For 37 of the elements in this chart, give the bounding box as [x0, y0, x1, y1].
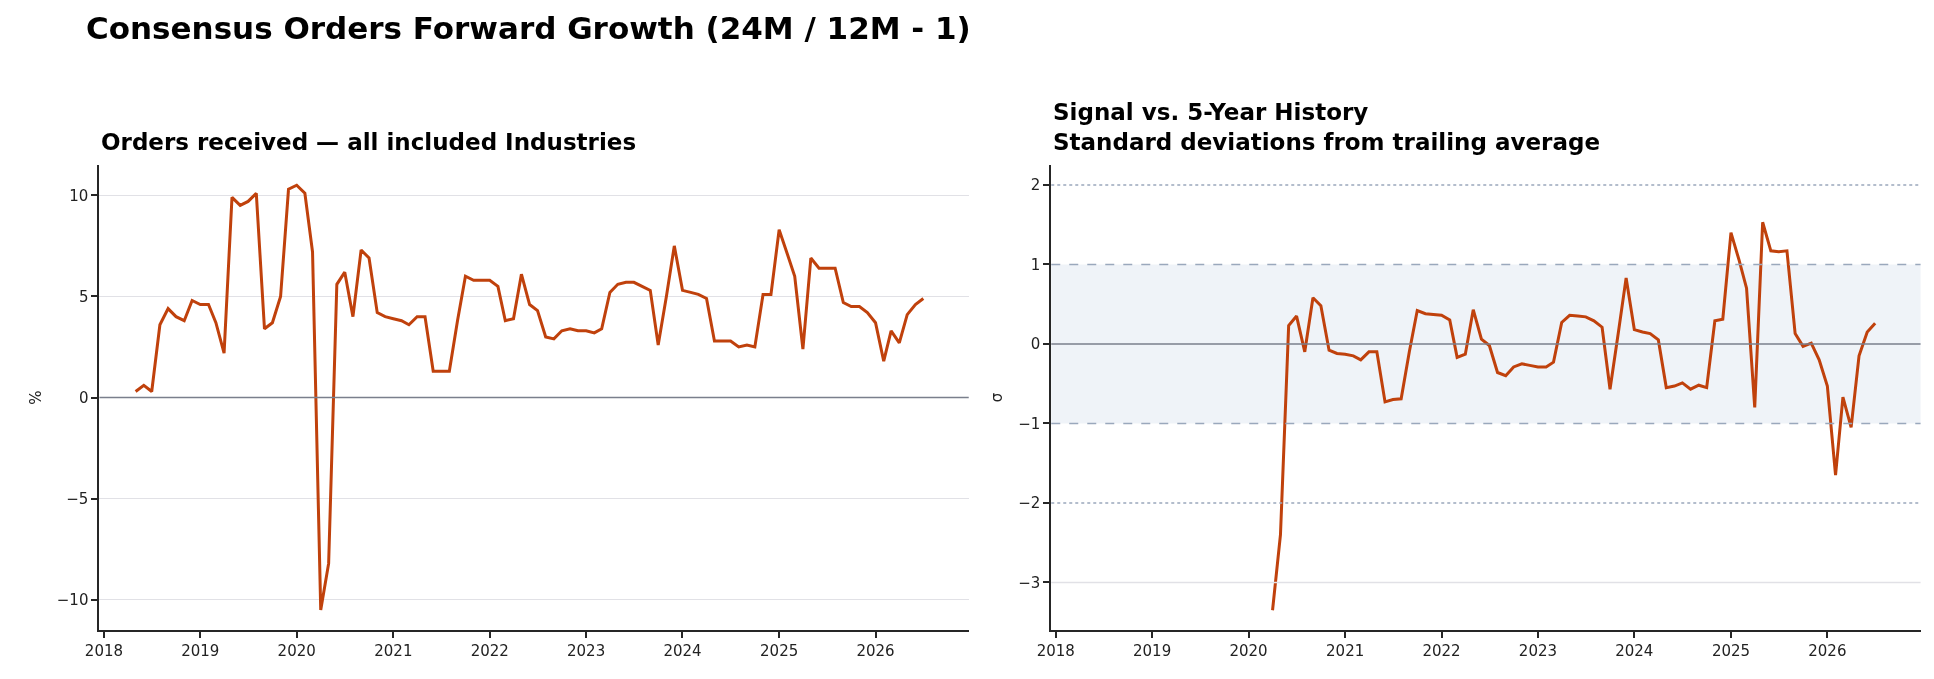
- y-tick-label: −1: [1018, 414, 1041, 433]
- x-tick-label: 2022: [1422, 642, 1461, 661]
- y-axis-title: σ: [987, 392, 1006, 403]
- line-series: [134, 183, 925, 612]
- x-tick-label: 2020: [1229, 642, 1268, 661]
- x-tick-label: 2018: [84, 642, 124, 661]
- x-tick-label: 2025: [1711, 642, 1751, 661]
- y-tick-label: 2: [1030, 176, 1041, 195]
- x-tick-label: 2019: [181, 642, 220, 661]
- x-tick-label: 2026: [1808, 642, 1847, 661]
- x-tick-label: 2021: [374, 642, 413, 661]
- chart-subtitle: Standard deviations from trailing average: [1053, 128, 1600, 155]
- x-tick-label: 2021: [1326, 642, 1365, 661]
- x-tick-label: 2026: [856, 642, 895, 661]
- x-tick-label: 2024: [1615, 642, 1654, 661]
- x-tick-label: 2020: [277, 642, 316, 661]
- y-tick-label: 0: [78, 388, 89, 407]
- chart-title: Signal vs. 5-Year History: [1053, 99, 1369, 125]
- y-tick-label: 0: [1030, 335, 1041, 354]
- x-tick-label: 2019: [1133, 642, 1172, 661]
- y-tick-label: 10: [69, 186, 89, 205]
- y-tick-label: 5: [78, 287, 89, 306]
- x-tick-label: 2018: [1036, 642, 1075, 661]
- chart-subtitle: Orders received — all included Industries: [101, 129, 637, 155]
- y-tick-label: −3: [1018, 573, 1041, 592]
- x-tick-label: 2023: [567, 642, 606, 661]
- x-tick-label: 2024: [663, 642, 702, 661]
- line-series: [1271, 220, 1877, 612]
- y-axis-title: %: [26, 390, 45, 405]
- y-tick-label: −5: [66, 489, 89, 508]
- y-tick-label: −2: [1018, 494, 1041, 513]
- x-tick-label: 2023: [1518, 642, 1558, 661]
- y-tick-label: −10: [56, 591, 89, 610]
- y-tick-label: 1: [1030, 255, 1041, 274]
- x-tick-label: 2022: [470, 642, 509, 661]
- x-tick-label: 2025: [760, 642, 799, 661]
- chart-title: Consensus Orders Forward Growth (24M / 12M - 1): [86, 10, 971, 46]
